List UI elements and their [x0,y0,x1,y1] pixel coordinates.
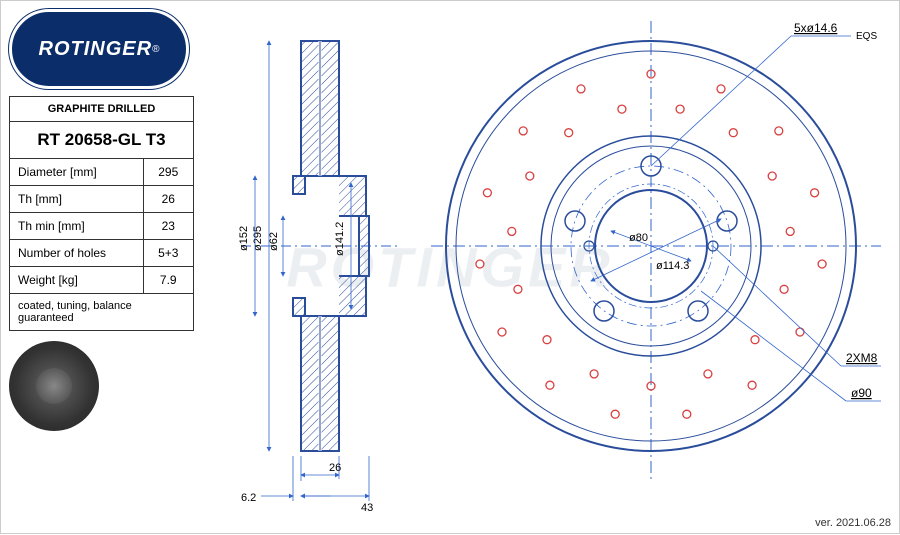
table-row: Th [mm]26 [10,186,193,213]
table-row: Weight [kg]7.9 [10,267,193,294]
dim-d152: ø152 [238,226,250,251]
dim-d141: ø141.2 [334,222,346,256]
table-row: Diameter [mm]295 [10,159,193,186]
dim-bolt-note: EQS [856,31,877,42]
brand-name: ROTINGER [39,38,153,61]
dim-aux-thread: 2XM8 [846,351,878,365]
table-row: Th min [mm]23 [10,213,193,240]
spec-value: 7.9 [143,267,193,294]
side-view: 6.2 43 26 ø295 ø152 ø62 ø141.2 [238,41,401,514]
registered-mark: ® [152,44,159,55]
product-thumbnail [9,341,99,431]
drawing-area: 6.2 43 26 ø295 ø152 ø62 ø141.2 [201,1,900,535]
dim-d90: ø90 [851,386,872,400]
part-number: RT 20658-GL T3 [10,122,193,159]
dim-d114: ø114.3 [656,260,689,272]
table-row: Number of holes5+3 [10,240,193,267]
spec-value: 5+3 [143,240,193,267]
spec-label: Number of holes [10,240,143,267]
spec-label: Weight [kg] [10,267,143,294]
dim-bolt-spec: 5xø14.6 [794,21,838,35]
dim-flange-offset: 6.2 [241,492,256,504]
spec-label: Th [mm] [10,186,143,213]
spec-title: GRAPHITE DRILLED [10,97,193,122]
spec-table: Diameter [mm]295 Th [mm]26 Th min [mm]23… [10,159,193,294]
spec-panel: GRAPHITE DRILLED RT 20658-GL T3 Diameter… [9,96,194,331]
dim-thickness: 26 [329,462,341,474]
spec-note: coated, tuning, balance guaranteed [10,294,193,330]
dim-d295: ø295 [252,226,264,251]
spec-value: 295 [143,159,193,186]
brand-logo: ROTINGER ® [9,9,189,89]
spec-label: Diameter [mm] [10,159,143,186]
spec-label: Th min [mm] [10,213,143,240]
front-view: 5xø14.6 EQS 2XM8 ø90 ø80 ø114.3 [431,21,881,481]
version-label: ver. 2021.06.28 [815,517,891,529]
dim-outer-width: 43 [361,502,373,514]
technical-drawing: 6.2 43 26 ø295 ø152 ø62 ø141.2 [201,1,900,535]
dim-d62: ø62 [268,232,280,251]
dim-d80: ø80 [629,232,648,244]
spec-value: 26 [143,186,193,213]
spec-value: 23 [143,213,193,240]
